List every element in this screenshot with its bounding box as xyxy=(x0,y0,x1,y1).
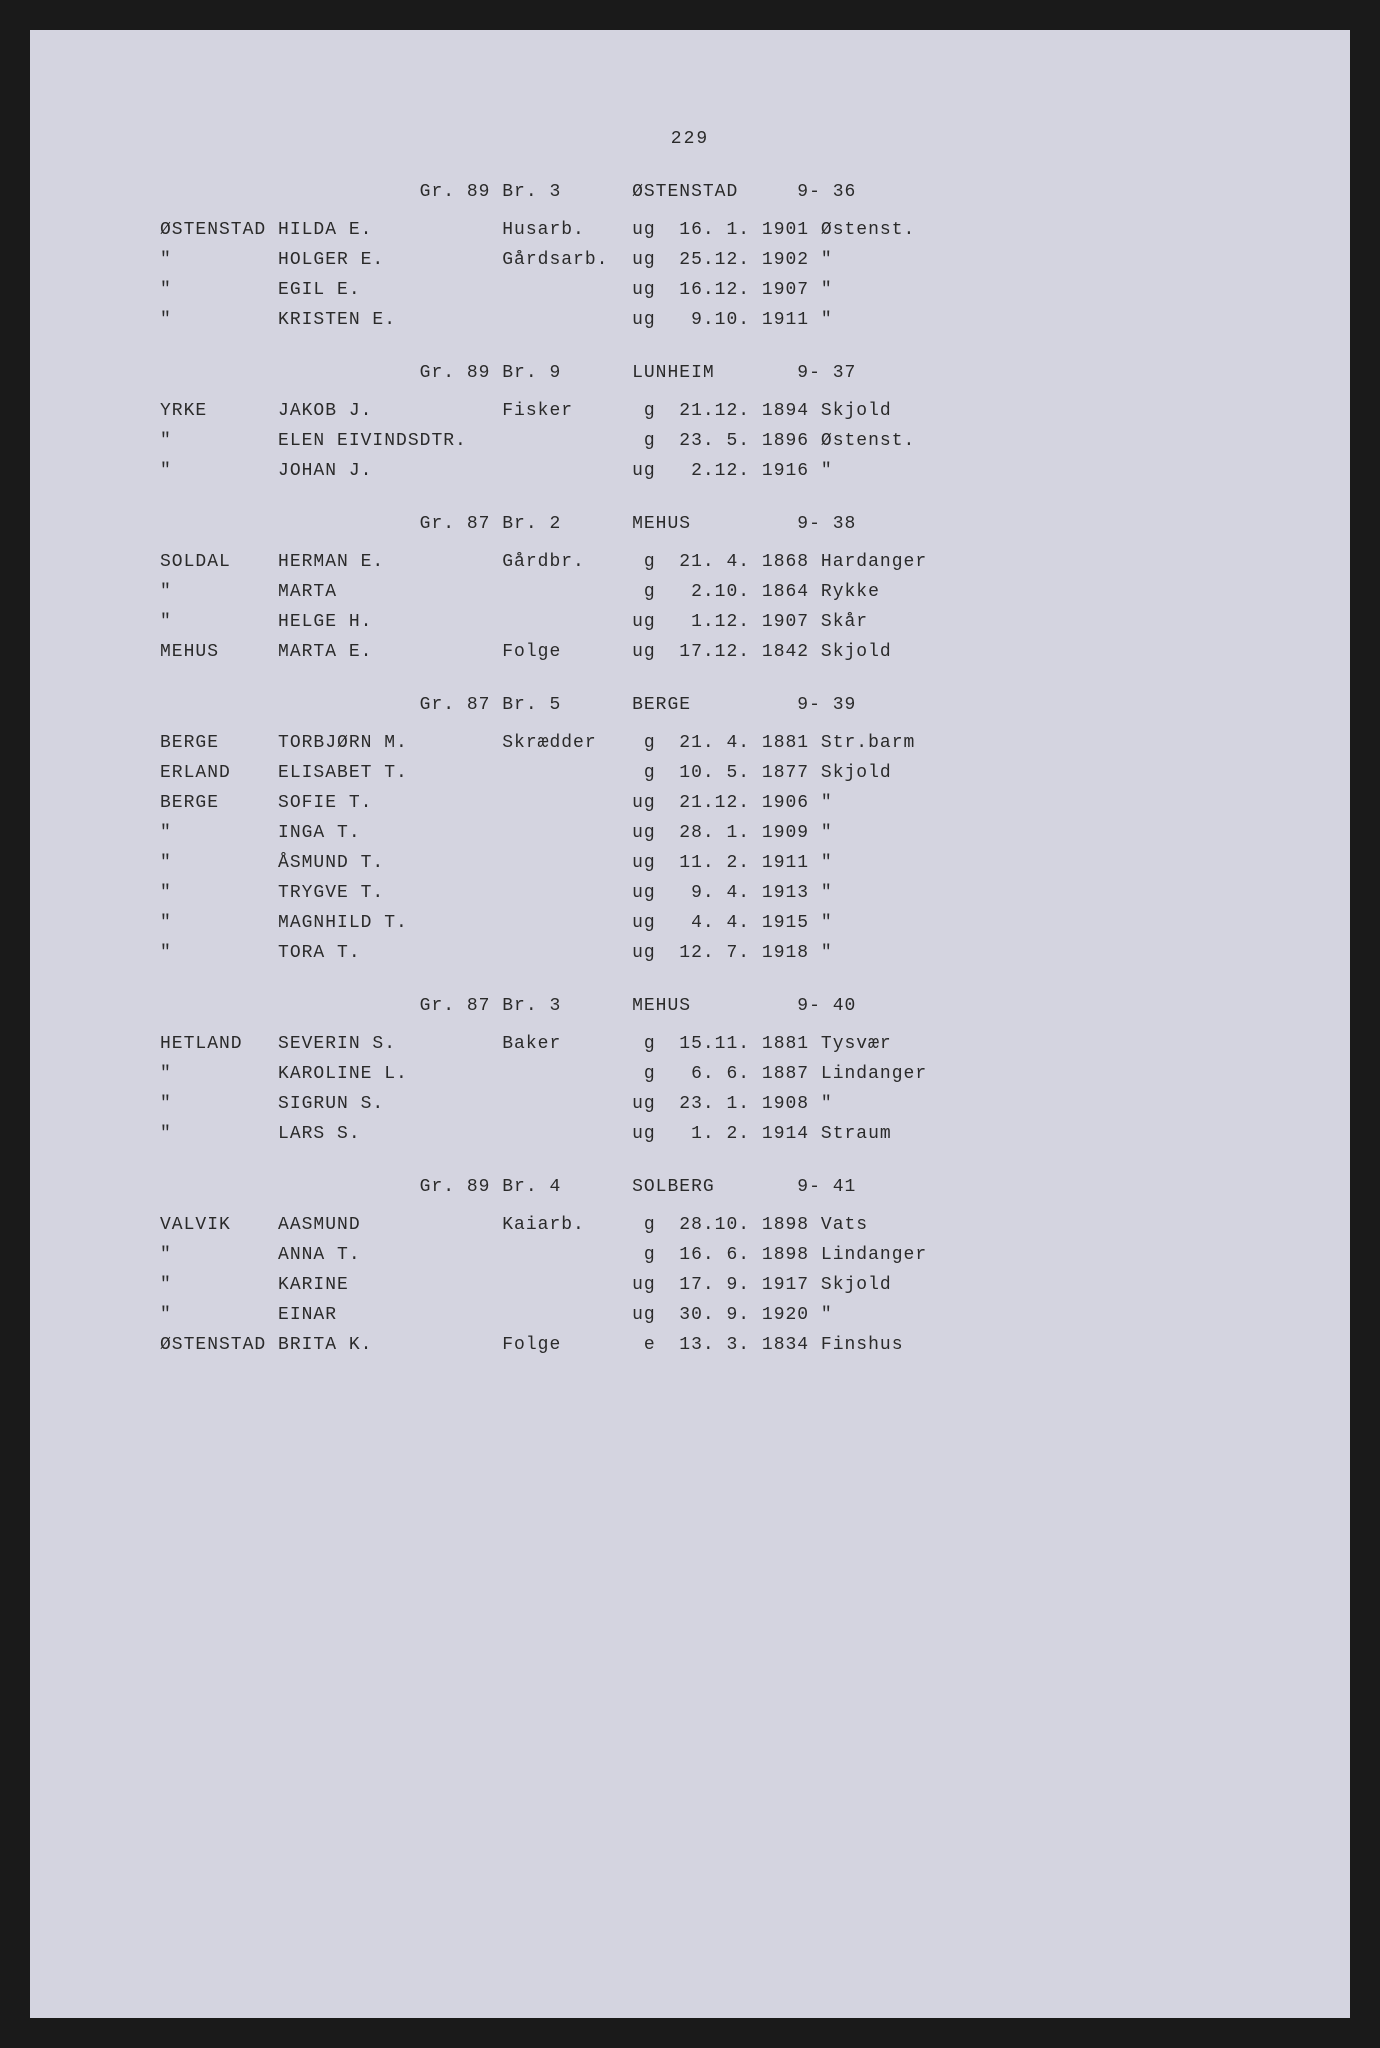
census-row: " HOLGER E. Gårdsarb. ug 25.12. 1902 " xyxy=(160,251,1220,269)
census-row: " MAGNHILD T. ug 4. 4. 1915 " xyxy=(160,914,1220,932)
document-page: 229 Gr. 89 Br. 3 ØSTENSTAD 9- 36 ØSTENSTA… xyxy=(30,30,1350,2018)
census-row: MEHUS MARTA E. Folge ug 17.12. 1842 Skjo… xyxy=(160,643,1220,661)
census-row: " HELGE H. ug 1.12. 1907 Skår xyxy=(160,613,1220,631)
census-row: " ELEN EIVINDSDTR. g 23. 5. 1896 Østenst… xyxy=(160,432,1220,450)
census-row: ØSTENSTAD HILDA E. Husarb. ug 16. 1. 190… xyxy=(160,221,1220,239)
census-row: " EGIL E. ug 16.12. 1907 " xyxy=(160,281,1220,299)
section-header: Gr. 87 Br. 3 MEHUS 9- 40 xyxy=(160,997,1220,1015)
section-header: Gr. 87 Br. 2 MEHUS 9- 38 xyxy=(160,515,1220,533)
census-row: " ÅSMUND T. ug 11. 2. 1911 " xyxy=(160,854,1220,872)
section-header: Gr. 89 Br. 9 LUNHEIM 9- 37 xyxy=(160,364,1220,382)
page-number: 229 xyxy=(160,130,1220,148)
census-row: " ANNA T. g 16. 6. 1898 Lindanger xyxy=(160,1246,1220,1264)
census-row: SOLDAL HERMAN E. Gårdbr. g 21. 4. 1868 H… xyxy=(160,553,1220,571)
census-row: " TRYGVE T. ug 9. 4. 1913 " xyxy=(160,884,1220,902)
census-row: HETLAND SEVERIN S. Baker g 15.11. 1881 T… xyxy=(160,1035,1220,1053)
page-content: Gr. 89 Br. 3 ØSTENSTAD 9- 36 ØSTENSTAD HI… xyxy=(160,183,1220,1354)
census-section: Gr. 87 Br. 2 MEHUS 9- 38 SOLDAL HERMAN E.… xyxy=(160,515,1220,661)
census-section: Gr. 89 Br. 4 SOLBERG 9- 41 VALVIK AASMUND… xyxy=(160,1178,1220,1354)
census-row: " SIGRUN S. ug 23. 1. 1908 " xyxy=(160,1095,1220,1113)
census-row: " JOHAN J. ug 2.12. 1916 " xyxy=(160,462,1220,480)
census-row: ØSTENSTAD BRITA K. Folge e 13. 3. 1834 F… xyxy=(160,1336,1220,1354)
section-header: Gr. 89 Br. 4 SOLBERG 9- 41 xyxy=(160,1178,1220,1196)
census-section: Gr. 89 Br. 9 LUNHEIM 9- 37 YRKE JAKOB J. … xyxy=(160,364,1220,480)
census-row: " EINAR ug 30. 9. 1920 " xyxy=(160,1306,1220,1324)
census-row: YRKE JAKOB J. Fisker g 21.12. 1894 Skjol… xyxy=(160,402,1220,420)
section-header: Gr. 89 Br. 3 ØSTENSTAD 9- 36 xyxy=(160,183,1220,201)
census-row: " MARTA g 2.10. 1864 Rykke xyxy=(160,583,1220,601)
census-section: Gr. 87 Br. 3 MEHUS 9- 40 HETLAND SEVERIN … xyxy=(160,997,1220,1143)
census-row: " INGA T. ug 28. 1. 1909 " xyxy=(160,824,1220,842)
census-row: BERGE TORBJØRN M. Skrædder g 21. 4. 1881… xyxy=(160,734,1220,752)
census-section: Gr. 89 Br. 3 ØSTENSTAD 9- 36 ØSTENSTAD HI… xyxy=(160,183,1220,329)
census-row: BERGE SOFIE T. ug 21.12. 1906 " xyxy=(160,794,1220,812)
census-row: ERLAND ELISABET T. g 10. 5. 1877 Skjold xyxy=(160,764,1220,782)
census-row: VALVIK AASMUND Kaiarb. g 28.10. 1898 Vat… xyxy=(160,1216,1220,1234)
census-row: " LARS S. ug 1. 2. 1914 Straum xyxy=(160,1125,1220,1143)
census-row: " TORA T. ug 12. 7. 1918 " xyxy=(160,944,1220,962)
census-row: " KAROLINE L. g 6. 6. 1887 Lindanger xyxy=(160,1065,1220,1083)
census-section: Gr. 87 Br. 5 BERGE 9- 39 BERGE TORBJØRN M… xyxy=(160,696,1220,962)
census-row: " KRISTEN E. ug 9.10. 1911 " xyxy=(160,311,1220,329)
census-row: " KARINE ug 17. 9. 1917 Skjold xyxy=(160,1276,1220,1294)
section-header: Gr. 87 Br. 5 BERGE 9- 39 xyxy=(160,696,1220,714)
